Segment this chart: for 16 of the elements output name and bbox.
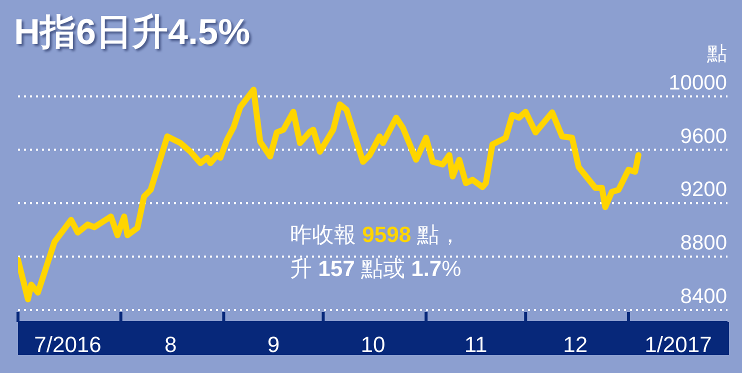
y-tick-label: 8800 [680, 232, 727, 255]
x-tick-label: 8 [164, 332, 177, 357]
chart-title: H指6日升4.5% [14, 10, 250, 54]
annotation: 昨收報 9598 點， [290, 222, 462, 247]
x-tick-label: 11 [464, 332, 488, 357]
x-tick-label: 1/2017 [644, 332, 712, 357]
y-axis-title: 點 [707, 42, 727, 67]
y-tick-label: 9600 [680, 124, 727, 148]
x-tick-label: 12 [563, 332, 588, 357]
x-tick-label: 9 [267, 332, 280, 357]
y-tick-label: 8400 [680, 284, 727, 308]
x-tick-label: 10 [360, 332, 386, 357]
x-tick-label: 7/2016 [34, 332, 102, 357]
annotation: 升 157 點或 1.7% [290, 256, 462, 281]
y-tick-label: 10000 [668, 71, 727, 94]
y-tick-label: 9200 [680, 178, 727, 202]
